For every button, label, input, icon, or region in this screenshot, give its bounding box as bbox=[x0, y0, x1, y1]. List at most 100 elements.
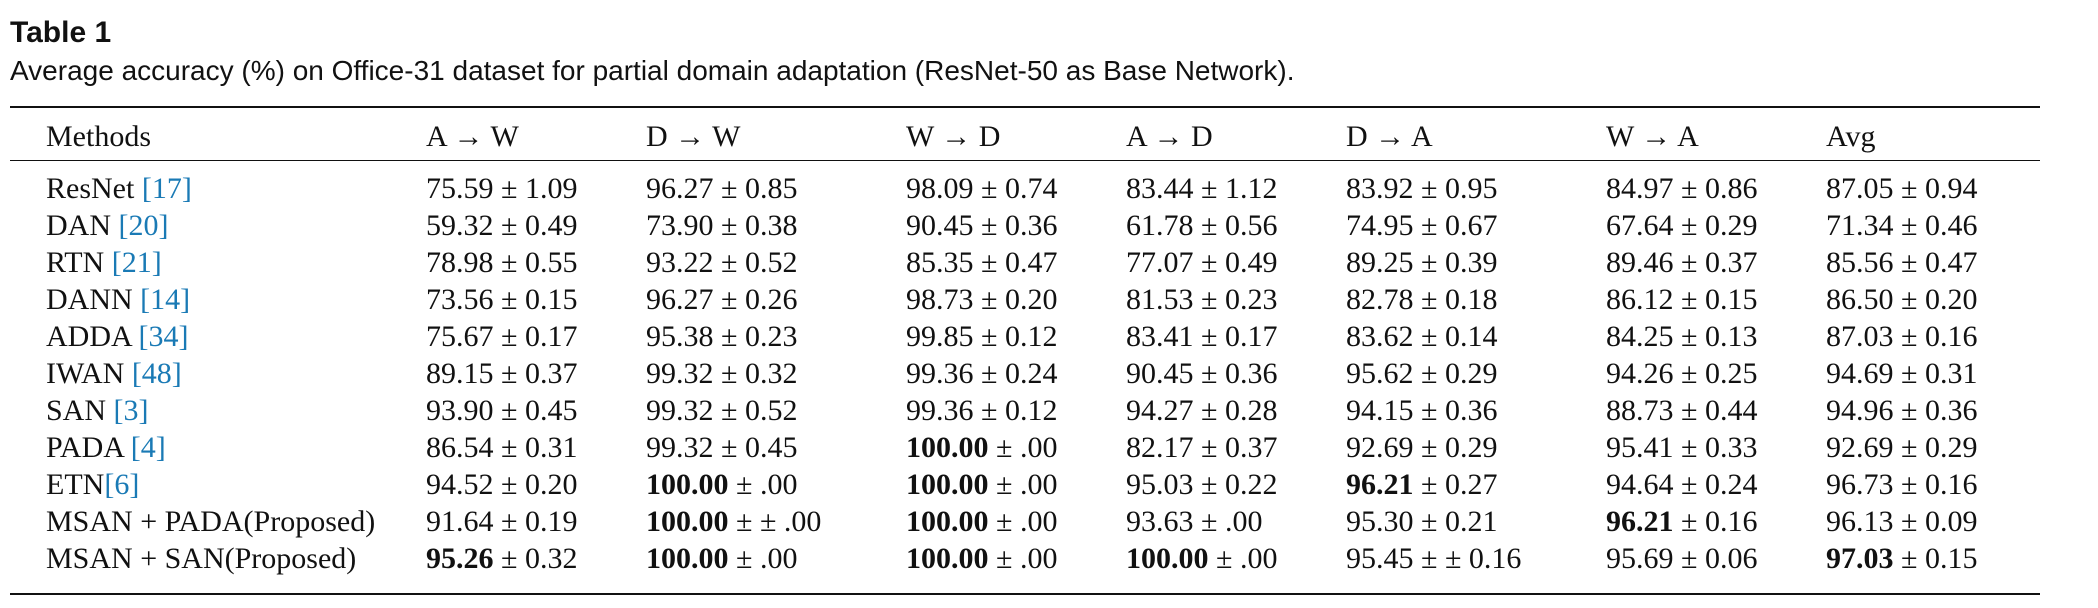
cell-avg: 86.50 ± 0.20 bbox=[1826, 281, 1977, 318]
cell-value: 90.45 bbox=[906, 209, 974, 242]
citation-link[interactable]: [6] bbox=[104, 468, 140, 501]
cell-std: ± 0.29 bbox=[1421, 357, 1498, 390]
cell-a-to-w: 75.67 ± 0.17 bbox=[426, 318, 577, 355]
cell-a-to-d: 90.45 ± 0.36 bbox=[1126, 355, 1277, 392]
cell-a-to-d: 83.41 ± 0.17 bbox=[1126, 318, 1277, 355]
cell-value: 96.27 bbox=[646, 283, 714, 316]
cell-std: ± 0.49 bbox=[501, 209, 578, 242]
header-d-to-w: D → W bbox=[646, 120, 741, 153]
cell-value: 98.73 bbox=[906, 283, 974, 316]
table-label: Table 1 bbox=[10, 16, 112, 49]
cell-std: ± 0.74 bbox=[981, 172, 1058, 205]
cell-std: ± 0.55 bbox=[501, 246, 578, 279]
cell-value: 85.35 bbox=[906, 246, 974, 279]
cell-std: ± 0.45 bbox=[501, 394, 578, 427]
cell-a-to-w: 91.64 ± 0.19 bbox=[426, 503, 577, 540]
cell-w-to-a: 86.12 ± 0.15 bbox=[1606, 281, 1757, 318]
cell-w-to-a: 94.26 ± 0.25 bbox=[1606, 355, 1757, 392]
cell-value: 89.15 bbox=[426, 357, 494, 390]
cell-std: ± 0.15 bbox=[1901, 542, 1978, 575]
citation-link[interactable]: [34] bbox=[138, 320, 189, 353]
citation-link[interactable]: [48] bbox=[131, 357, 182, 390]
cell-value: 75.59 bbox=[426, 172, 494, 205]
cell-avg: 97.03 ± 0.15 bbox=[1826, 540, 1977, 577]
cell-std: ± 0.52 bbox=[721, 394, 798, 427]
cell-avg: 94.96 ± 0.36 bbox=[1826, 392, 1977, 429]
cell-d-to-a: 95.62 ± 0.29 bbox=[1346, 355, 1497, 392]
citation-link[interactable]: [20] bbox=[118, 209, 169, 242]
table-row: SAN [3] 93.90 ± 0.45 99.32 ± 0.52 99.36 ± 0… bbox=[0, 392, 2098, 429]
cell-value: 81.53 bbox=[1126, 283, 1194, 316]
header-w-to-a: W → A bbox=[1606, 120, 1699, 153]
cell-value: 95.41 bbox=[1606, 431, 1674, 464]
cell-value: 83.92 bbox=[1346, 172, 1414, 205]
cell-std: ± 1.12 bbox=[1201, 172, 1278, 205]
cell-value: 95.30 bbox=[1346, 505, 1414, 538]
cell-value: 100.00 bbox=[906, 431, 989, 464]
cell-std: ± 0.31 bbox=[501, 431, 578, 464]
citation-link[interactable]: [17] bbox=[141, 172, 192, 205]
cell-d-to-a: 83.62 ± 0.14 bbox=[1346, 318, 1497, 355]
cell-std: ± 0.37 bbox=[1681, 246, 1758, 279]
cell-std: ± 0.46 bbox=[1901, 209, 1978, 242]
cell-d-to-a: 92.69 ± 0.29 bbox=[1346, 429, 1497, 466]
cell-w-to-d: 100.00 ± .00 bbox=[906, 429, 1057, 466]
cell-std: ± 0.95 bbox=[1421, 172, 1498, 205]
header-avg: Avg bbox=[1826, 120, 1876, 153]
table-caption-block: Table 1 Average accuracy (%) on Office-3… bbox=[10, 14, 2070, 90]
cell-value: 95.38 bbox=[646, 320, 714, 353]
cell-value: 89.46 bbox=[1606, 246, 1674, 279]
cell-value: 84.25 bbox=[1606, 320, 1674, 353]
method-name: MSAN + PADA(Proposed) bbox=[46, 505, 376, 538]
table-row: ETN[6] 94.52 ± 0.20 100.00 ± .00 100.00 ± .… bbox=[0, 466, 2098, 503]
cell-value: 95.45 bbox=[1346, 542, 1414, 575]
cell-value: 71.34 bbox=[1826, 209, 1894, 242]
cell-w-to-a: 96.21 ± 0.16 bbox=[1606, 503, 1757, 540]
cell-std: ± 0.18 bbox=[1421, 283, 1498, 316]
cell-w-to-d: 99.36 ± 0.24 bbox=[906, 355, 1057, 392]
cell-value: 99.32 bbox=[646, 431, 714, 464]
cell-std: ± 0.29 bbox=[1681, 209, 1758, 242]
cell-std: ± .00 bbox=[996, 468, 1058, 501]
method-name: ADDA bbox=[46, 320, 132, 353]
cell-avg: 71.34 ± 0.46 bbox=[1826, 207, 1977, 244]
cell-w-to-a: 95.41 ± 0.33 bbox=[1606, 429, 1757, 466]
cell-std: ± 0.85 bbox=[721, 172, 798, 205]
cell-w-to-d: 85.35 ± 0.47 bbox=[906, 244, 1057, 281]
table-row: ADDA [34] 75.67 ± 0.17 95.38 ± 0.23 99.85 ±… bbox=[0, 318, 2098, 355]
cell-d-to-w: 99.32 ± 0.32 bbox=[646, 355, 797, 392]
table-row: IWAN [48] 89.15 ± 0.37 99.32 ± 0.32 99.36 ±… bbox=[0, 355, 2098, 392]
method-cell: DANN [14] bbox=[46, 281, 190, 318]
cell-d-to-w: 100.00 ± ± .00 bbox=[646, 503, 821, 540]
cell-d-to-a: 83.92 ± 0.95 bbox=[1346, 170, 1497, 207]
cell-a-to-w: 75.59 ± 1.09 bbox=[426, 170, 577, 207]
cell-d-to-a: 74.95 ± 0.67 bbox=[1346, 207, 1497, 244]
method-name: RTN bbox=[46, 246, 105, 279]
cell-std: ± 0.29 bbox=[1901, 431, 1978, 464]
citation-link[interactable]: [14] bbox=[140, 283, 191, 316]
cell-w-to-a: 84.25 ± 0.13 bbox=[1606, 318, 1757, 355]
cell-a-to-d: 95.03 ± 0.22 bbox=[1126, 466, 1277, 503]
table-row: RTN [21] 78.98 ± 0.55 93.22 ± 0.52 85.35 ± … bbox=[0, 244, 2098, 281]
cell-d-to-w: 95.38 ± 0.23 bbox=[646, 318, 797, 355]
cell-d-to-w: 96.27 ± 0.26 bbox=[646, 281, 797, 318]
citation-link[interactable]: [21] bbox=[111, 246, 162, 279]
cell-std: ± 0.44 bbox=[1681, 394, 1758, 427]
cell-std: ± 0.28 bbox=[1201, 394, 1278, 427]
cell-std: ± 0.09 bbox=[1901, 505, 1978, 538]
cell-d-to-w: 99.32 ± 0.52 bbox=[646, 392, 797, 429]
table-caption: Average accuracy (%) on Office-31 datase… bbox=[10, 55, 1295, 86]
cell-std: ± 0.15 bbox=[501, 283, 578, 316]
cell-std: ± 0.24 bbox=[981, 357, 1058, 390]
cell-std: ± 0.26 bbox=[721, 283, 798, 316]
cell-value: 97.03 bbox=[1826, 542, 1894, 575]
citation-link[interactable]: [3] bbox=[113, 394, 149, 427]
cell-a-to-w: 86.54 ± 0.31 bbox=[426, 429, 577, 466]
header-rule bbox=[10, 160, 2040, 161]
cell-a-to-w: 59.32 ± 0.49 bbox=[426, 207, 577, 244]
method-cell: DAN [20] bbox=[46, 207, 168, 244]
cell-value: 75.67 bbox=[426, 320, 494, 353]
cell-std: ± 0.36 bbox=[1201, 357, 1278, 390]
cell-a-to-w: 93.90 ± 0.45 bbox=[426, 392, 577, 429]
citation-link[interactable]: [4] bbox=[130, 431, 166, 464]
